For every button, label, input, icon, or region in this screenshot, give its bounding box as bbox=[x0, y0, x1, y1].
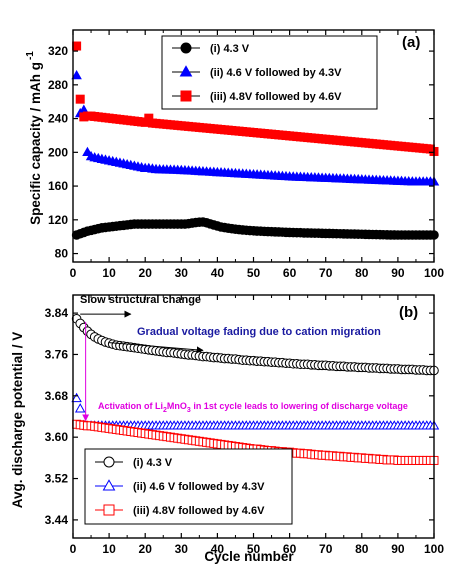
panel-a-label: (a) bbox=[402, 34, 420, 51]
y-tick-label: 3.44 bbox=[45, 513, 69, 527]
x-tick-label: 40 bbox=[211, 542, 225, 556]
annotation-activation-text-pre: Activation of Li bbox=[98, 401, 163, 411]
y-tick-label: 160 bbox=[48, 179, 68, 193]
annotation-activation-text-mid: MnO bbox=[167, 401, 187, 411]
x-tick-label: 30 bbox=[175, 266, 189, 280]
panel-b-annotations: Slow structural change Gradual voltage f… bbox=[80, 294, 408, 422]
x-tick-label: 0 bbox=[70, 266, 77, 280]
annotation-slow-structural-change: Slow structural change bbox=[80, 294, 201, 306]
panel-a-chart: 0 10 20 30 40 50 60 70 80 90 100 80 120 160 200 240 280 3… bbox=[25, 29, 444, 280]
data-point bbox=[74, 403, 86, 413]
series-1 bbox=[71, 217, 439, 240]
legend-marker bbox=[180, 42, 192, 54]
data-point bbox=[71, 392, 82, 403]
data-point bbox=[71, 69, 82, 80]
x-tick-label: 20 bbox=[139, 266, 153, 280]
x-tick-label: 20 bbox=[139, 542, 153, 556]
annotation-gradual-voltage-fading: Gradual voltage fading due to cation mig… bbox=[137, 326, 381, 338]
panel-a-data-points bbox=[71, 41, 440, 240]
x-tick-label: 40 bbox=[211, 266, 225, 280]
legend-label: (iii) 4.8V followed by 4.6V bbox=[133, 505, 265, 517]
y-tick-label: 320 bbox=[48, 44, 68, 58]
legend-label: (i) 4.3 V bbox=[210, 43, 250, 55]
x-tick-label: 10 bbox=[102, 542, 116, 556]
series-2 bbox=[71, 392, 440, 431]
legend-label: (iii) 4.8V followed by 4.6V bbox=[210, 91, 342, 103]
legend-marker bbox=[103, 504, 115, 516]
panel-a-legend: (i) 4.3 V (ii) 4.6 V followed by 4.3V (iii… bbox=[161, 35, 378, 110]
series-1 bbox=[71, 313, 439, 376]
legend-label: (ii) 4.6 V followed by 4.3V bbox=[133, 481, 265, 493]
data-point bbox=[75, 94, 85, 104]
legend-marker bbox=[102, 479, 116, 491]
series-2 bbox=[71, 69, 440, 186]
panel-a-y-axis-title: Specific capacity / mAh g -1 bbox=[25, 51, 43, 225]
annotation-activation-subscript-2: 3 bbox=[187, 407, 191, 414]
y-tick-label: 3.60 bbox=[45, 430, 69, 444]
y-tick-label: 80 bbox=[55, 247, 69, 261]
x-tick-label: 80 bbox=[355, 542, 369, 556]
panel-b-legend: (i) 4.3 V (ii) 4.6 V followed by 4.3V (iii… bbox=[84, 448, 293, 525]
y-tick-label: 3.76 bbox=[45, 347, 69, 361]
legend-label: (ii) 4.6 V followed by 4.3V bbox=[210, 67, 342, 79]
x-tick-label: 70 bbox=[319, 542, 333, 556]
y-tick-label: 240 bbox=[48, 112, 68, 126]
x-tick-label: 70 bbox=[319, 266, 333, 280]
panel-b-x-axis-title: Cycle number bbox=[204, 549, 294, 564]
x-tick-label: 30 bbox=[175, 542, 189, 556]
y-tick-label: 3.84 bbox=[45, 306, 69, 320]
x-tick-label: 80 bbox=[355, 266, 369, 280]
legend-marker bbox=[179, 65, 193, 77]
x-tick-label: 100 bbox=[424, 542, 444, 556]
panel-b-label: (b) bbox=[399, 304, 418, 321]
panel-a-y-axis-title-superscript: -1 bbox=[25, 51, 36, 60]
y-tick-label: 3.52 bbox=[45, 472, 69, 486]
x-tick-label: 50 bbox=[247, 542, 261, 556]
y-tick-label: 200 bbox=[48, 145, 68, 159]
panel-b-ticks: 0 10 20 30 40 50 60 70 80 90 100 3.44 3.52 3.60 3.68 3.… bbox=[45, 295, 444, 556]
arrow-gradual-voltage-fading bbox=[109, 342, 204, 354]
panel-b-data-points bbox=[71, 313, 440, 465]
data-point bbox=[72, 41, 82, 51]
legend-marker bbox=[180, 90, 192, 102]
annotation-activation-li2mno3: Activation of Li2MnO3 in 1st cycle leads… bbox=[98, 401, 408, 414]
x-tick-label: 60 bbox=[283, 266, 297, 280]
x-tick-label: 100 bbox=[424, 266, 444, 280]
x-tick-label: 90 bbox=[391, 266, 405, 280]
annotation-activation-text-post: in 1st cycle leads to lowering of discha… bbox=[191, 401, 408, 411]
panel-a-y-axis-title-main: Specific capacity / mAh g bbox=[28, 62, 43, 225]
legend-marker bbox=[103, 456, 115, 468]
panel-b-y-axis-title: Avg. discharge potential / V bbox=[10, 332, 25, 509]
x-tick-label: 0 bbox=[70, 542, 77, 556]
x-tick-label: 50 bbox=[247, 266, 261, 280]
x-tick-label: 90 bbox=[391, 542, 405, 556]
y-tick-label: 120 bbox=[48, 213, 68, 227]
panel-b-chart: 0 10 20 30 40 50 60 70 80 90 100 3.44 3.52 3.60 3.68 3.… bbox=[10, 294, 444, 564]
y-tick-label: 280 bbox=[48, 78, 68, 92]
panel-a-plot-frame bbox=[72, 29, 435, 263]
legend-label: (i) 4.3 V bbox=[133, 457, 173, 469]
panel-b-plot-frame bbox=[72, 294, 435, 539]
x-tick-label: 10 bbox=[102, 266, 116, 280]
annotation-activation-subscript-1: 2 bbox=[163, 407, 167, 414]
x-tick-label: 60 bbox=[283, 542, 297, 556]
y-tick-label: 3.68 bbox=[45, 389, 69, 403]
series-3 bbox=[72, 41, 439, 156]
